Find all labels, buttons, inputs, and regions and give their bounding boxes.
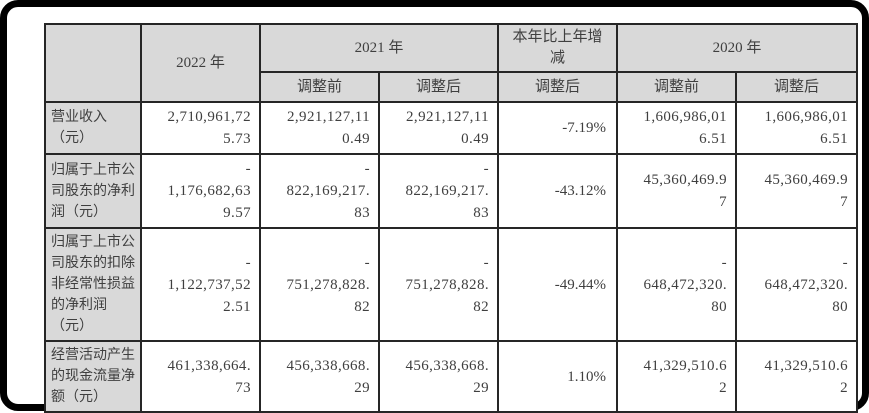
cell-change: -43.12%: [497, 153, 619, 229]
table-row-net-profit: 归属于上市公 司股东的净利 润（元） - 1,176,682,63 9.57 -…: [44, 153, 859, 229]
header-row-adjustments: 调整前 调整后 调整后 调整前 调整后: [45, 71, 859, 103]
cell-2021-before: 2,921,127,11 0.49: [259, 101, 380, 155]
subheader-2021-after: 调整后: [377, 71, 500, 103]
cell-2022: - 1,122,737,52 2.51: [140, 227, 261, 342]
subheader-2021-before: 调整前: [259, 71, 380, 103]
header-row-years: 2022 年 2021 年 本年比上年增 减 2020 年: [44, 23, 859, 103]
col-header-change: 本年比上年增 减: [497, 23, 619, 73]
financial-summary-table: 2022 年 2021 年 本年比上年增 减 2020 年 调整前 调整后 调整…: [44, 23, 859, 413]
cell-2020-before: 45,360,469.9 7: [616, 153, 738, 229]
cell-2020-before: 1,606,986,01 6.51: [616, 101, 738, 155]
cell-2022: 2,710,961,72 5.73: [140, 101, 261, 155]
subheader-2020-before: 调整前: [616, 71, 738, 103]
cell-2022: 461,338,664. 73: [140, 340, 261, 413]
cell-2021-after: 456,338,668. 29: [377, 340, 500, 413]
cell-change: 1.10%: [497, 340, 619, 413]
cell-2022: - 1,176,682,63 9.57: [140, 153, 261, 229]
col-header-2020: 2020 年: [616, 23, 859, 73]
cell-2021-before: - 751,278,828. 82: [259, 227, 380, 342]
corner-cell: [44, 23, 142, 103]
cell-2021-before: - 822,169,217. 83: [259, 153, 380, 229]
table-row-net-profit-excl-nonrecurring: 归属于上市公 司股东的扣除 非经常性损益 的净利润 （元） - 1,122,73…: [44, 227, 859, 342]
cell-2020-after: 1,606,986,01 6.51: [735, 101, 859, 155]
cell-2021-before: 456,338,668. 29: [259, 340, 380, 413]
cell-change: -49.44%: [497, 227, 619, 342]
table-row-operating-cash-flow: 经营活动产生 的现金流量净 额（元） 461,338,664. 73 456,3…: [44, 340, 859, 413]
cell-change: -7.19%: [497, 101, 619, 155]
row-label: 营业收入 （元）: [44, 101, 142, 155]
cell-2020-before: - 648,472,320. 80: [616, 227, 738, 342]
cell-2021-after: - 822,169,217. 83: [377, 153, 500, 229]
table-row-revenue: 营业收入 （元） 2,710,961,72 5.73 2,921,127,11 …: [44, 101, 859, 155]
cell-2020-after: 45,360,469.9 7: [735, 153, 859, 229]
cell-2020-before: 41,329,510.6 2: [616, 340, 738, 413]
cell-2020-after: 41,329,510.6 2: [735, 340, 859, 413]
row-label: 归属于上市公 司股东的净利 润（元）: [44, 153, 142, 229]
col-header-2021: 2021 年: [258, 23, 500, 73]
cell-2020-after: - 648,472,320. 80: [735, 227, 859, 342]
subheader-change-after: 调整后: [497, 71, 619, 103]
cell-2021-after: - 751,278,828. 82: [377, 227, 500, 342]
col-header-2022: 2022 年: [140, 23, 261, 103]
row-label: 归属于上市公 司股东的扣除 非经常性损益 的净利润 （元）: [44, 227, 142, 342]
cell-2021-after: 2,921,127,11 0.49: [377, 101, 500, 155]
subheader-2020-after: 调整后: [735, 71, 859, 103]
row-label: 经营活动产生 的现金流量净 额（元）: [44, 340, 142, 413]
